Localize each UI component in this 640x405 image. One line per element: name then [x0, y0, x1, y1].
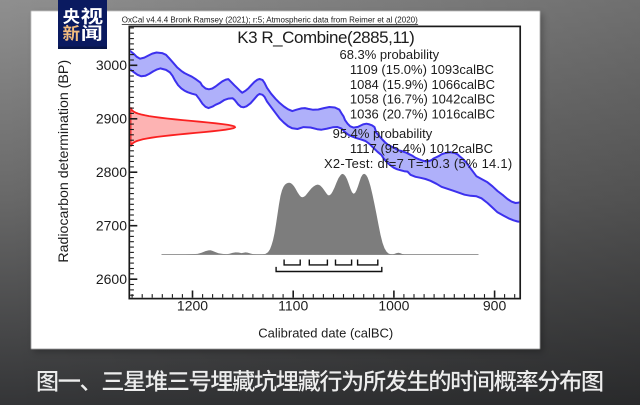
- svg-text:68.3% probability: 68.3% probability: [339, 47, 439, 62]
- svg-text:1100: 1100: [278, 297, 308, 313]
- svg-text:Radiocarbon determination (BP): Radiocarbon determination (BP): [55, 60, 71, 263]
- svg-text:X2-Test: df=7 T=10.3 (5% 14.1): X2-Test: df=7 T=10.3 (5% 14.1): [323, 156, 511, 171]
- svg-text:2600: 2600: [95, 271, 126, 287]
- svg-text:1000: 1000: [378, 297, 409, 313]
- svg-text:K3 R_Combine(2885,11): K3 R_Combine(2885,11): [237, 27, 414, 46]
- svg-text:2900: 2900: [95, 110, 126, 126]
- svg-text:1117 (95.4%) 1012calBC: 1117 (95.4%) 1012calBC: [349, 140, 492, 155]
- svg-text:2700: 2700: [95, 217, 126, 233]
- svg-text:95.4% probability: 95.4% probability: [332, 126, 432, 141]
- svg-text:Calibrated date (calBC): Calibrated date (calBC): [258, 325, 393, 340]
- svg-text:3000: 3000: [95, 57, 126, 73]
- svg-text:1109 (15.0%) 1093calBC: 1109 (15.0%) 1093calBC: [349, 61, 493, 76]
- svg-text:1084 (15.9%) 1066calBC: 1084 (15.9%) 1066calBC: [349, 76, 494, 91]
- svg-text:1058 (16.7%) 1042calBC: 1058 (16.7%) 1042calBC: [349, 91, 494, 106]
- svg-text:2800: 2800: [95, 164, 126, 180]
- svg-text:900: 900: [482, 297, 506, 313]
- svg-text:OxCal v4.4.4 Bronk Ramsey (202: OxCal v4.4.4 Bronk Ramsey (2021); r:5; A…: [121, 14, 417, 24]
- svg-text:1200: 1200: [176, 297, 207, 313]
- svg-text:1036 (20.7%) 1016calBC: 1036 (20.7%) 1016calBC: [349, 106, 494, 121]
